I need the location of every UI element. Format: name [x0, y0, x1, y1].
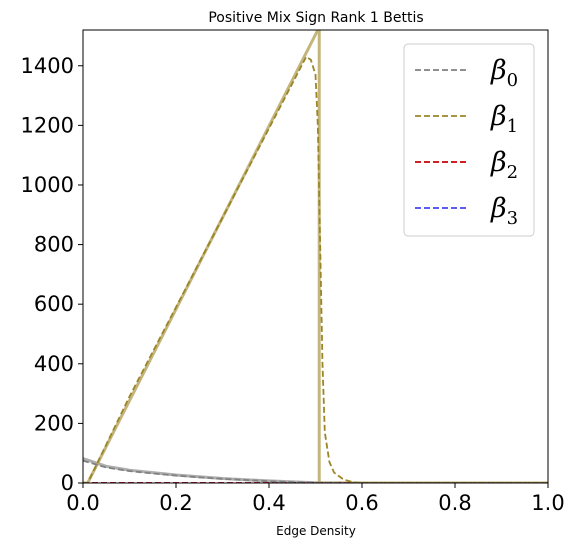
- envelope-line-0: [83, 457, 548, 483]
- y-tick-label: 0: [61, 471, 74, 495]
- x-tick-label: 1.0: [531, 491, 564, 515]
- legend-subscript: 2: [507, 162, 518, 183]
- legend-label-beta1: β1: [490, 101, 518, 137]
- legend-subscript: 3: [507, 208, 518, 229]
- x-tick-label: 0.2: [159, 491, 192, 515]
- y-tick-label: 600: [34, 292, 74, 316]
- legend-subscript: 0: [507, 70, 518, 91]
- y-tick-label: 800: [34, 233, 74, 257]
- y-tick-label: 1000: [21, 173, 74, 197]
- y-tick-label: 1200: [21, 113, 74, 137]
- legend-subscript: 1: [507, 116, 518, 137]
- envelope-line-1: [83, 30, 548, 483]
- series-line-beta1: [83, 55, 548, 483]
- y-tick-label: 200: [34, 411, 74, 435]
- legend-frame: [403, 43, 535, 237]
- x-tick-label: 0.8: [438, 491, 471, 515]
- chart-title: Positive Mix Sign Rank 1 Bettis: [208, 10, 423, 26]
- legend-label-beta3: β3: [490, 193, 518, 229]
- y-tick-label: 400: [34, 352, 74, 376]
- series-line-beta0: [83, 459, 548, 483]
- axis-ticks: 0.0 0.2 0.4 0.6 0.8 1.0 0 200 400 600 800 1000 1200 1…: [21, 54, 565, 515]
- plot-frame: [82, 29, 549, 484]
- x-axis-label: Edge Density: [276, 524, 356, 538]
- y-tick-label: 1400: [21, 54, 74, 78]
- x-tick-label: 0.0: [66, 491, 99, 515]
- x-tick-label: 0.6: [345, 491, 378, 515]
- x-tick-label: 0.4: [252, 491, 285, 515]
